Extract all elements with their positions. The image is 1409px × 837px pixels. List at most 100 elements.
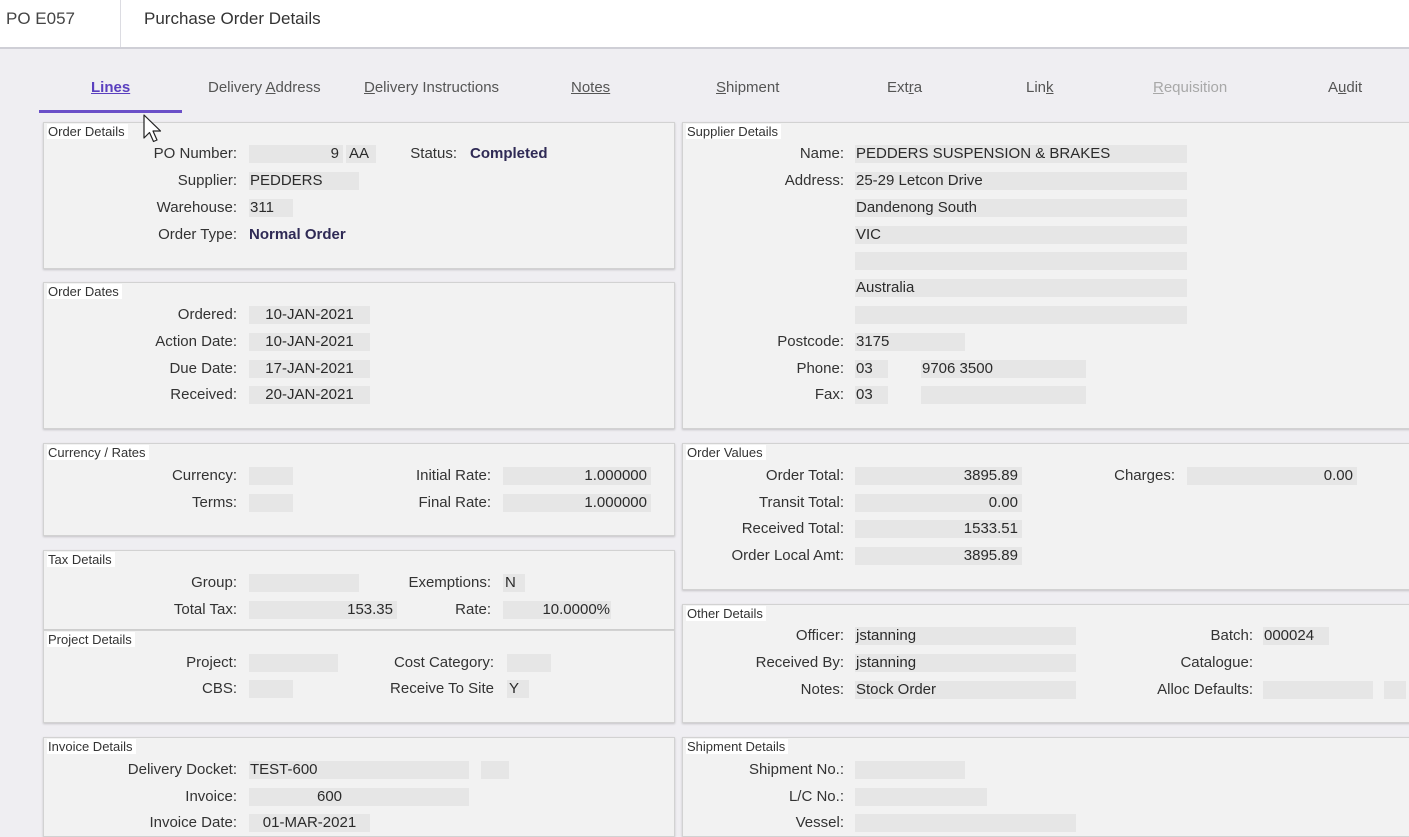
postcode-field[interactable]: 3175 [855,333,965,351]
batch-field[interactable]: 000024 [1263,627,1329,645]
officer-field[interactable]: jstanning [855,627,1076,645]
due-date-field[interactable]: 17-JAN-2021 [249,360,370,378]
ordered-label: Ordered: [177,306,237,323]
initial-rate-label: Initial Rate: [415,467,491,484]
po-number-field[interactable]: 9 [249,145,343,163]
received-date-label: Received: [170,386,237,403]
charges-label: Charges: [1114,467,1175,484]
po-suffix-field[interactable]: AA [346,145,376,163]
group-field[interactable] [249,574,359,592]
action-date-field[interactable]: 10-JAN-2021 [249,333,370,351]
warehouse-field[interactable]: 311 [249,199,293,217]
lc-no-label: L/C No.: [788,788,844,805]
alloc-defaults-extra-field[interactable] [1384,681,1406,699]
fax-label: Fax: [814,386,844,403]
alloc-defaults-field[interactable] [1263,681,1373,699]
panel-legend: Tax Details [47,552,115,567]
panel-legend: Order Dates [47,284,122,299]
vessel-field[interactable] [855,814,1076,832]
address-line-4[interactable] [855,252,1187,270]
address-line-5[interactable]: Australia [855,279,1187,297]
supplier-name-field[interactable]: PEDDERS SUSPENSION & BRAKES [855,145,1187,163]
shipment-no-label: Shipment No.: [748,761,844,778]
status-value: Completed [470,145,548,162]
invoice-field[interactable]: 600 [249,788,469,806]
order-details-panel: Order Details PO Number: 9 AA Status: Co… [43,122,675,269]
shipment-no-field[interactable] [855,761,965,779]
notes-label: Notes: [800,681,844,698]
currency-field[interactable] [249,467,293,485]
delivery-docket-field[interactable]: TEST-600 [249,761,469,779]
tab-requisition[interactable]: Requisition [1153,79,1228,96]
terms-label: Terms: [192,494,237,511]
lc-no-field[interactable] [855,788,987,806]
action-date-label: Action Date: [155,333,237,350]
phone-label: Phone: [796,360,844,377]
charges-field[interactable]: 0.00 [1187,467,1357,485]
phone-area-field[interactable]: 03 [855,360,888,378]
phone-field[interactable]: 9706 3500 [921,360,1086,378]
delivery-docket-extra-field[interactable] [481,761,509,779]
fax-field[interactable] [921,386,1086,404]
exemptions-field[interactable]: N [503,574,525,592]
initial-rate-field[interactable]: 1.000000 [503,467,651,485]
order-total-label: Order Total: [765,467,844,484]
cbs-field[interactable] [249,680,293,698]
received-by-field[interactable]: jstanning [855,654,1076,672]
exemptions-label: Exemptions: [408,574,491,591]
receive-to-site-field[interactable]: Y [507,680,529,698]
tab-lines[interactable]: Lines [91,79,131,96]
final-rate-label: Final Rate: [418,494,491,511]
postcode-label: Postcode: [777,333,844,350]
address-label: Address: [784,172,844,189]
tab-notes[interactable]: Notes [571,79,611,96]
order-local-amt-label: Order Local Amt: [731,547,844,564]
address-line-3[interactable]: VIC [855,226,1187,244]
header-divider [120,0,121,47]
invoice-label: Invoice: [185,788,237,805]
tab-delivery-instructions[interactable]: Delivery Instructions [364,79,500,96]
notes-field[interactable]: Stock Order [855,681,1076,699]
address-line-1[interactable]: 25-29 Letcon Drive [855,172,1187,190]
panel-legend: Invoice Details [47,739,136,754]
received-date-field[interactable]: 20-JAN-2021 [249,386,370,404]
ordered-field[interactable]: 10-JAN-2021 [249,306,370,324]
received-total-field[interactable]: 1533.51 [855,520,1022,538]
order-type-label: Order Type: [158,226,237,243]
project-label: Project: [186,654,237,671]
panel-legend: Supplier Details [686,124,782,139]
terms-field[interactable] [249,494,293,512]
rate-field[interactable]: 10.0000% [503,601,611,619]
transit-total-field[interactable]: 0.00 [855,494,1022,512]
tab-link[interactable]: Link [1026,79,1054,96]
order-total-field[interactable]: 3895.89 [855,467,1022,485]
supplier-name-label: Name: [799,145,844,162]
group-label: Group: [191,574,237,591]
panel-legend: Order Details [47,124,128,139]
tab-extra[interactable]: Extra [887,79,923,96]
address-line-2[interactable]: Dandenong South [855,199,1187,217]
invoice-details-panel: Invoice Details Delivery Docket: TEST-60… [43,737,675,837]
cost-category-field[interactable] [507,654,551,672]
delivery-docket-label: Delivery Docket: [127,761,237,778]
address-line-6[interactable] [855,306,1187,324]
page-title: Purchase Order Details [144,9,321,28]
received-total-label: Received Total: [741,520,844,537]
catalogue-label: Catalogue: [1180,654,1253,671]
order-local-amt-field[interactable]: 3895.89 [855,547,1022,565]
received-by-label: Received By: [755,654,844,671]
fax-area-field[interactable]: 03 [855,386,888,404]
tab-audit[interactable]: Audit [1328,79,1363,96]
status-label: Status: [410,145,457,162]
panel-legend: Shipment Details [686,739,789,754]
supplier-field[interactable]: PEDDERS [249,172,359,190]
other-details-panel: Other Details Officer: jstanning Receive… [682,604,1409,723]
invoice-date-field[interactable]: 01-MAR-2021 [249,814,370,832]
panel-legend: Currency / Rates [47,445,149,460]
total-tax-field[interactable]: 153.35 [249,601,397,619]
tab-shipment[interactable]: Shipment [716,79,780,96]
final-rate-field[interactable]: 1.000000 [503,494,651,512]
project-field[interactable] [249,654,338,672]
supplier-label: Supplier: [177,172,237,189]
tab-delivery-address[interactable]: Delivery Address [208,79,321,96]
